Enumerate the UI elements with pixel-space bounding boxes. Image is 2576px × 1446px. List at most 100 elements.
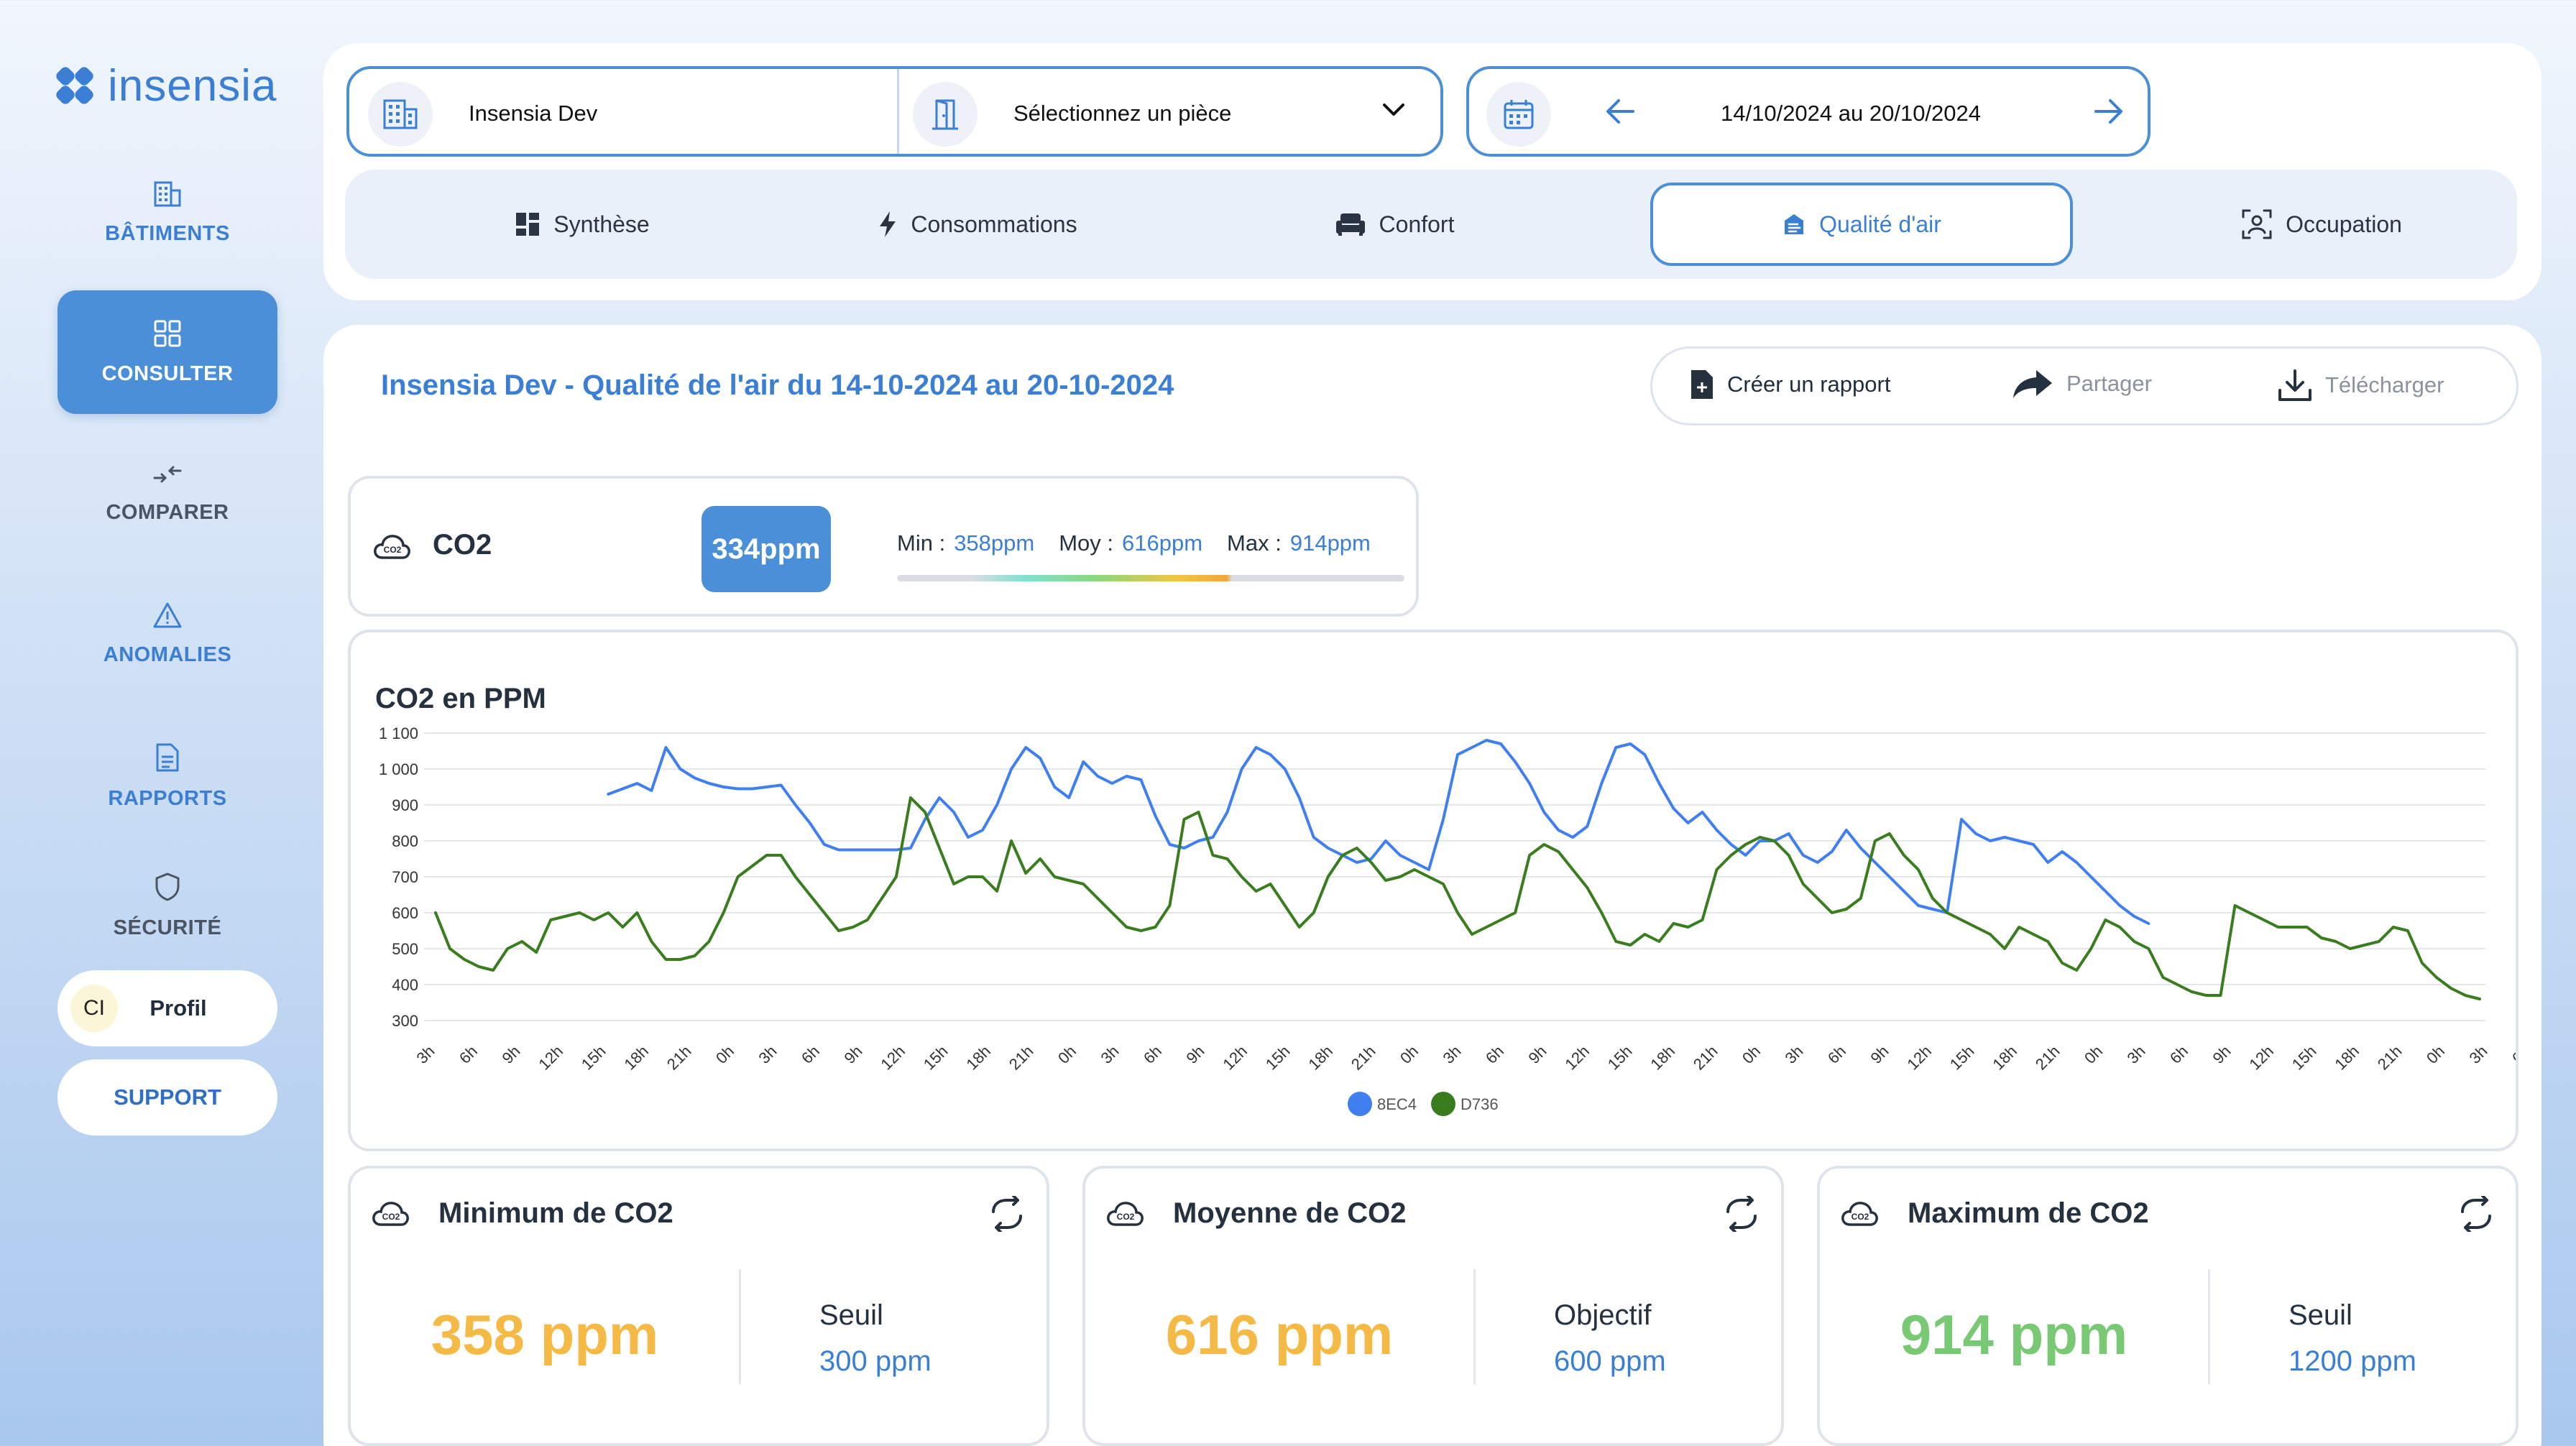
- kpi-target: 600 ppm: [1554, 1345, 1666, 1377]
- y-tick-label: 1 100: [379, 724, 418, 742]
- date-range-selector: 14/10/2024 au 20/10/2024: [1466, 66, 2150, 157]
- building-select[interactable]: Insensia Dev: [469, 101, 598, 126]
- calendar-icon[interactable]: [1486, 82, 1551, 147]
- x-tick-label: 6h: [2166, 1042, 2191, 1067]
- support-label: SUPPORT: [114, 1084, 221, 1110]
- sidebar-item-batiments[interactable]: BÂTIMENTS: [58, 151, 277, 275]
- kpi-threshold: 1200 ppm: [2288, 1345, 2416, 1377]
- kpi-title: Moyenne de CO2: [1173, 1197, 1407, 1229]
- kpi-divider: [2208, 1269, 2210, 1384]
- legend-label: 8EC4: [1377, 1095, 1417, 1113]
- co2-chart-card: CO2 en PPM 300 400 500 600 700 800 900 1 000 1 1…: [348, 630, 2518, 1151]
- building-icon: [154, 181, 181, 206]
- door-icon: [913, 82, 978, 147]
- sidebar-item-consulter[interactable]: CONSULTER: [58, 290, 277, 414]
- tab-label: Occupation: [2286, 211, 2402, 237]
- arrow-right-icon[interactable]: [2093, 98, 2125, 125]
- x-tick-label: 6h: [1482, 1042, 1507, 1067]
- tab-qualite-air[interactable]: Qualité d'air: [1650, 183, 2073, 266]
- avatar: CI: [70, 985, 118, 1032]
- sidebar-item-securite[interactable]: SÉCURITÉ: [58, 844, 277, 967]
- download-button[interactable]: Télécharger: [2278, 369, 2444, 402]
- sidebar: insensia BÂTIMENTS CONSULTER COMPARER AN…: [0, 0, 323, 1446]
- arrow-left-icon[interactable]: [1604, 98, 1636, 125]
- series-line-d736: [434, 796, 2481, 1000]
- tab-occupation[interactable]: Occupation: [2199, 183, 2444, 266]
- co2-cloud-icon: CO2: [1841, 1202, 1878, 1226]
- refresh-icon[interactable]: [1724, 1196, 1760, 1232]
- legend-marker: [1431, 1092, 1455, 1116]
- download-label: Télécharger: [2325, 372, 2444, 397]
- legend-label: D736: [1460, 1095, 1499, 1113]
- x-tick-label: 18h: [1647, 1042, 1678, 1074]
- avg-label: Moy :: [1059, 530, 1114, 556]
- x-tick-label: 9h: [2209, 1042, 2235, 1067]
- x-tick-label: 18h: [620, 1042, 652, 1074]
- refresh-icon[interactable]: [2458, 1196, 2494, 1232]
- x-tick-label: 3h: [2124, 1042, 2149, 1067]
- kpi-card-min: CO2 Minimum de CO2 358 ppm Seuil 300 ppm: [348, 1166, 1049, 1446]
- filter-bar: Insensia Dev Sélectionnez un pièce 14/10…: [323, 43, 2542, 300]
- x-tick-label: 21h: [1348, 1042, 1379, 1074]
- tab-synthese[interactable]: Synthèse: [482, 183, 683, 266]
- sidebar-item-anomalies[interactable]: ANOMALIES: [58, 572, 277, 696]
- action-bar: Créer un rapport Partager Télécharger: [1650, 346, 2518, 425]
- kpi-title: Minimum de CO2: [438, 1197, 673, 1229]
- air-quality-icon: [1785, 214, 1804, 234]
- room-select[interactable]: Sélectionnez un pièce: [1013, 101, 1232, 126]
- x-tick-label: 3h: [1782, 1042, 1807, 1067]
- kpi-divider: [1473, 1269, 1476, 1384]
- support-button[interactable]: SUPPORT: [58, 1059, 277, 1136]
- kpi-title: Maximum de CO2: [1908, 1197, 2149, 1229]
- x-tick-label: 15h: [1262, 1042, 1294, 1074]
- sidebar-item-label: ANOMALIES: [103, 643, 232, 666]
- svg-text:CO2: CO2: [1117, 1212, 1135, 1222]
- kpi-label: Objectif: [1554, 1299, 1652, 1331]
- min-label: Min :: [897, 530, 946, 556]
- x-tick-label: 0h: [712, 1042, 737, 1067]
- x-tick-label: 18h: [2331, 1042, 2363, 1074]
- x-tick-label: 6h: [456, 1042, 481, 1067]
- sofa-icon: [1335, 213, 1365, 236]
- profile-label: Profil: [150, 995, 207, 1021]
- co2-cloud-icon: CO2: [1107, 1202, 1144, 1226]
- refresh-icon[interactable]: [989, 1196, 1025, 1232]
- brand-logo[interactable]: insensia: [54, 60, 277, 111]
- max-value: 914ppm: [1289, 530, 1371, 556]
- section-tabs: Synthèse Consommations Confort Qualité d…: [345, 170, 2517, 279]
- tab-label: Consommations: [911, 211, 1077, 237]
- sidebar-item-comparer[interactable]: COMPARER: [58, 431, 277, 555]
- x-tick-label: 12h: [2245, 1042, 2277, 1074]
- compare-arrows-icon: [153, 466, 182, 482]
- y-tick-label: 600: [392, 904, 418, 922]
- co2-line-chart[interactable]: 300 400 500 600 700 800 900 1 000 1 100 3h 6h 9h 12h…: [351, 632, 2516, 1148]
- x-tick-label: 9h: [1183, 1042, 1208, 1067]
- tab-consommations[interactable]: Consommations: [841, 183, 1114, 266]
- kpi-card-avg: CO2 Moyenne de CO2 616 ppm Objectif 600 …: [1082, 1166, 1784, 1446]
- co2-range-bar: [897, 575, 1404, 581]
- lightning-icon: [880, 211, 896, 237]
- create-report-button[interactable]: Créer un rapport: [1690, 369, 1890, 400]
- chart-title: CO2 en PPM: [375, 683, 546, 714]
- x-tick-label: 3h: [1098, 1042, 1123, 1067]
- profile-button[interactable]: CI Profil: [58, 970, 277, 1046]
- date-range-text: 14/10/2024 au 20/10/2024: [1721, 101, 1982, 126]
- kpi-label: Seuil: [819, 1299, 883, 1331]
- x-tick-label: 6h: [2508, 1042, 2516, 1067]
- y-tick-label: 300: [392, 1012, 418, 1030]
- svg-text:CO2: CO2: [384, 545, 402, 555]
- warning-icon: [153, 602, 182, 627]
- sidebar-item-rapports[interactable]: RAPPORTS: [58, 714, 277, 838]
- x-tick-label: 12h: [1561, 1042, 1593, 1074]
- share-button[interactable]: Partager: [2012, 369, 2152, 399]
- tab-confort[interactable]: Confort: [1301, 183, 1488, 266]
- co2-cloud-icon: CO2: [372, 1202, 409, 1226]
- x-tick-label: 3h: [413, 1042, 438, 1067]
- sidebar-item-label: SÉCURITÉ: [113, 916, 222, 939]
- logo-icon: [54, 64, 96, 106]
- building-icon: [368, 82, 433, 147]
- x-tick-label: 9h: [1525, 1042, 1550, 1067]
- chevron-down-icon[interactable]: [1381, 102, 1406, 118]
- y-tick-label: 1 000: [379, 760, 418, 778]
- x-tick-label: 3h: [1440, 1042, 1465, 1067]
